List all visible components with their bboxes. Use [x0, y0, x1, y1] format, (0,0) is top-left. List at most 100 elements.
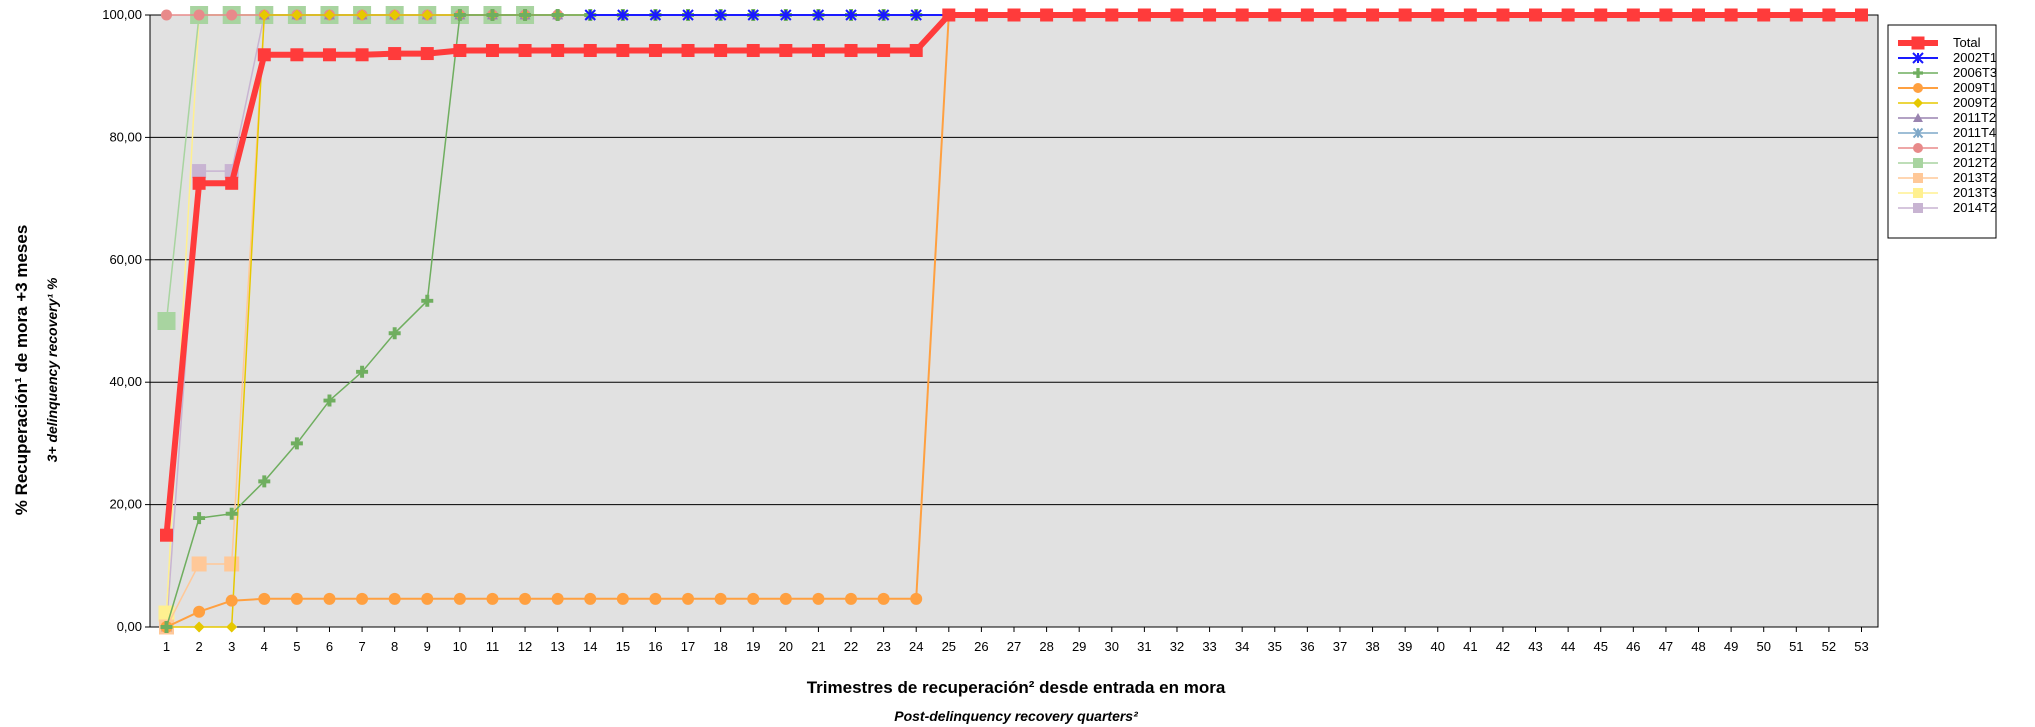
x-tick-label: 46 — [1626, 639, 1640, 654]
x-tick-label: 31 — [1137, 639, 1151, 654]
legend-entry: 2011T4 — [1898, 125, 1996, 140]
x-tick-label: 43 — [1528, 639, 1542, 654]
legend-marker — [1913, 203, 1923, 213]
data-point — [974, 8, 988, 22]
x-tick-label: 19 — [746, 639, 760, 654]
data-point — [714, 43, 728, 57]
data-point — [1463, 8, 1477, 22]
data-point — [877, 9, 890, 21]
x-tick-label: 2 — [195, 639, 202, 654]
x-tick-label: 18 — [713, 639, 727, 654]
x-tick-label: 28 — [1039, 639, 1053, 654]
legend-marker — [1913, 113, 1923, 122]
x-tick-label: 15 — [616, 639, 630, 654]
data-point — [519, 9, 532, 21]
data-point — [1366, 8, 1380, 22]
x-tick-label: 38 — [1365, 639, 1379, 654]
data-point — [714, 9, 727, 21]
x-tick-label: 30 — [1105, 639, 1119, 654]
legend-marker — [1913, 98, 1923, 108]
x-tick-label: 21 — [811, 639, 825, 654]
x-tick-label: 49 — [1724, 639, 1738, 654]
data-point — [356, 592, 369, 605]
data-point — [193, 512, 206, 525]
legend-marker — [1911, 36, 1925, 50]
data-point — [746, 43, 760, 57]
legend-entry: 2009T1 — [1898, 80, 1997, 95]
data-point — [1235, 8, 1249, 22]
data-point — [1529, 8, 1543, 22]
legend: Total2002T12006T32009T12009T22011T22011T… — [1887, 24, 1997, 239]
data-point — [158, 605, 175, 622]
x-tick-label: 36 — [1300, 639, 1314, 654]
legend-entry: 2012T2 — [1898, 155, 1997, 170]
legend-marker — [1913, 173, 1923, 183]
data-point — [1724, 8, 1738, 22]
data-point — [193, 9, 205, 21]
y-tick-label: 40,00 — [109, 374, 142, 389]
legend-label: 2006T3 — [1953, 65, 1997, 80]
x-tick-label: 25 — [942, 639, 956, 654]
data-point — [551, 43, 565, 57]
data-point — [1855, 8, 1868, 22]
x-tick-label: 16 — [648, 639, 662, 654]
x-tick-label: 44 — [1561, 639, 1575, 654]
data-point — [747, 592, 760, 605]
data-point — [583, 43, 597, 57]
x-tick-label: 11 — [486, 639, 500, 654]
data-point — [811, 43, 825, 57]
legend-label: 2012T2 — [1953, 155, 1997, 170]
data-point — [258, 592, 271, 605]
data-point — [225, 507, 238, 520]
data-point — [1398, 8, 1412, 22]
legend-entry: 2006T3 — [1898, 65, 1997, 80]
legend-label: Total — [1953, 35, 1981, 50]
legend-entry: 2013T2 — [1898, 170, 1997, 185]
x-tick-label: 1 — [163, 639, 170, 654]
x-tick-label: 22 — [844, 639, 858, 654]
data-point — [616, 43, 630, 57]
legend-label: 2012T1 — [1953, 140, 1997, 155]
x-tick-label: 10 — [453, 639, 467, 654]
data-point — [551, 9, 564, 21]
data-point — [421, 592, 434, 605]
x-axis-title: Trimestres de recuperación² desde entrad… — [807, 678, 1226, 697]
data-point — [1626, 8, 1640, 22]
legend-marker — [1912, 52, 1924, 64]
data-point — [910, 9, 922, 21]
x-tick-label: 9 — [424, 639, 431, 654]
data-point — [1757, 8, 1771, 22]
data-point — [388, 327, 401, 340]
data-point — [160, 528, 173, 542]
x-tick-label: 32 — [1170, 639, 1184, 654]
data-point — [356, 365, 369, 378]
data-point — [1105, 8, 1119, 22]
data-point — [845, 592, 858, 605]
x-tick-label: 51 — [1789, 639, 1803, 654]
x-tick-label: 24 — [909, 639, 923, 654]
data-point — [1137, 8, 1151, 22]
data-point — [1072, 8, 1086, 22]
x-tick-label: 33 — [1202, 639, 1216, 654]
series-Total — [160, 8, 1868, 542]
data-point — [388, 47, 402, 61]
data-point — [518, 43, 532, 57]
data-point — [551, 592, 564, 605]
data-point — [421, 9, 433, 21]
legend-label: 2009T1 — [1953, 80, 1997, 95]
data-point — [224, 556, 240, 572]
data-point — [877, 43, 891, 57]
y-tick-label: 20,00 — [109, 497, 142, 512]
data-point — [1333, 8, 1347, 22]
data-point — [617, 9, 629, 21]
data-point — [453, 592, 466, 605]
x-tick-label: 23 — [876, 639, 890, 654]
legend-marker — [1912, 127, 1924, 139]
data-point — [323, 394, 336, 407]
x-tick-label: 37 — [1333, 639, 1347, 654]
x-tick-label: 41 — [1463, 639, 1477, 654]
legend-marker — [1913, 158, 1923, 168]
x-tick-label: 47 — [1659, 639, 1673, 654]
x-tick-label: 27 — [1007, 639, 1021, 654]
